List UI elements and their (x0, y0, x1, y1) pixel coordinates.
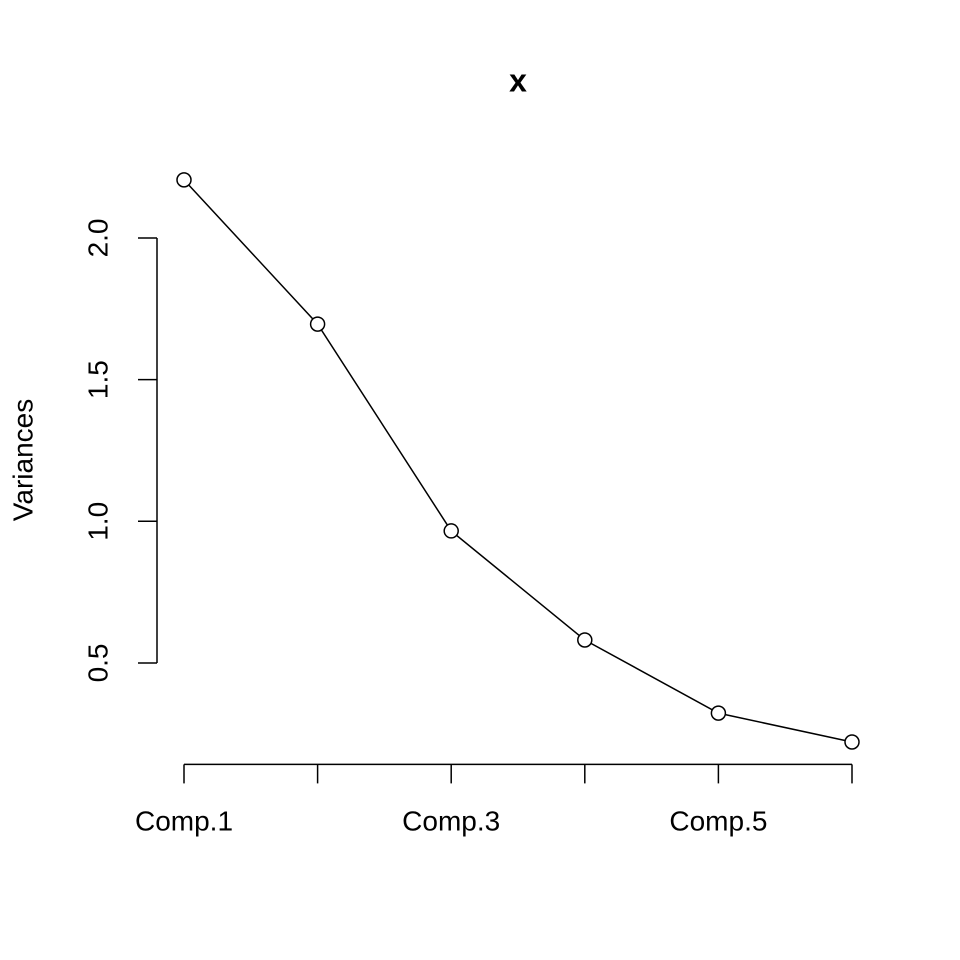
data-point (176, 172, 192, 188)
y-axis-label: Variances (7, 399, 38, 521)
data-line (183, 179, 853, 743)
y-tick-label: 0.5 (82, 643, 113, 682)
data-point (443, 523, 459, 539)
y-tick-label: 1.5 (82, 360, 113, 399)
data-point (309, 316, 326, 332)
chart-title: x (509, 62, 527, 98)
data-point (577, 632, 593, 648)
x-tick-label: Comp.1 (135, 805, 233, 836)
x-tick-label: Comp.5 (669, 805, 767, 836)
y-tick-label: 2.0 (82, 218, 113, 257)
data-point (844, 734, 860, 750)
data-point (710, 705, 727, 721)
y-tick-label: 1.0 (82, 502, 113, 541)
x-tick-label: Comp.3 (402, 805, 500, 836)
